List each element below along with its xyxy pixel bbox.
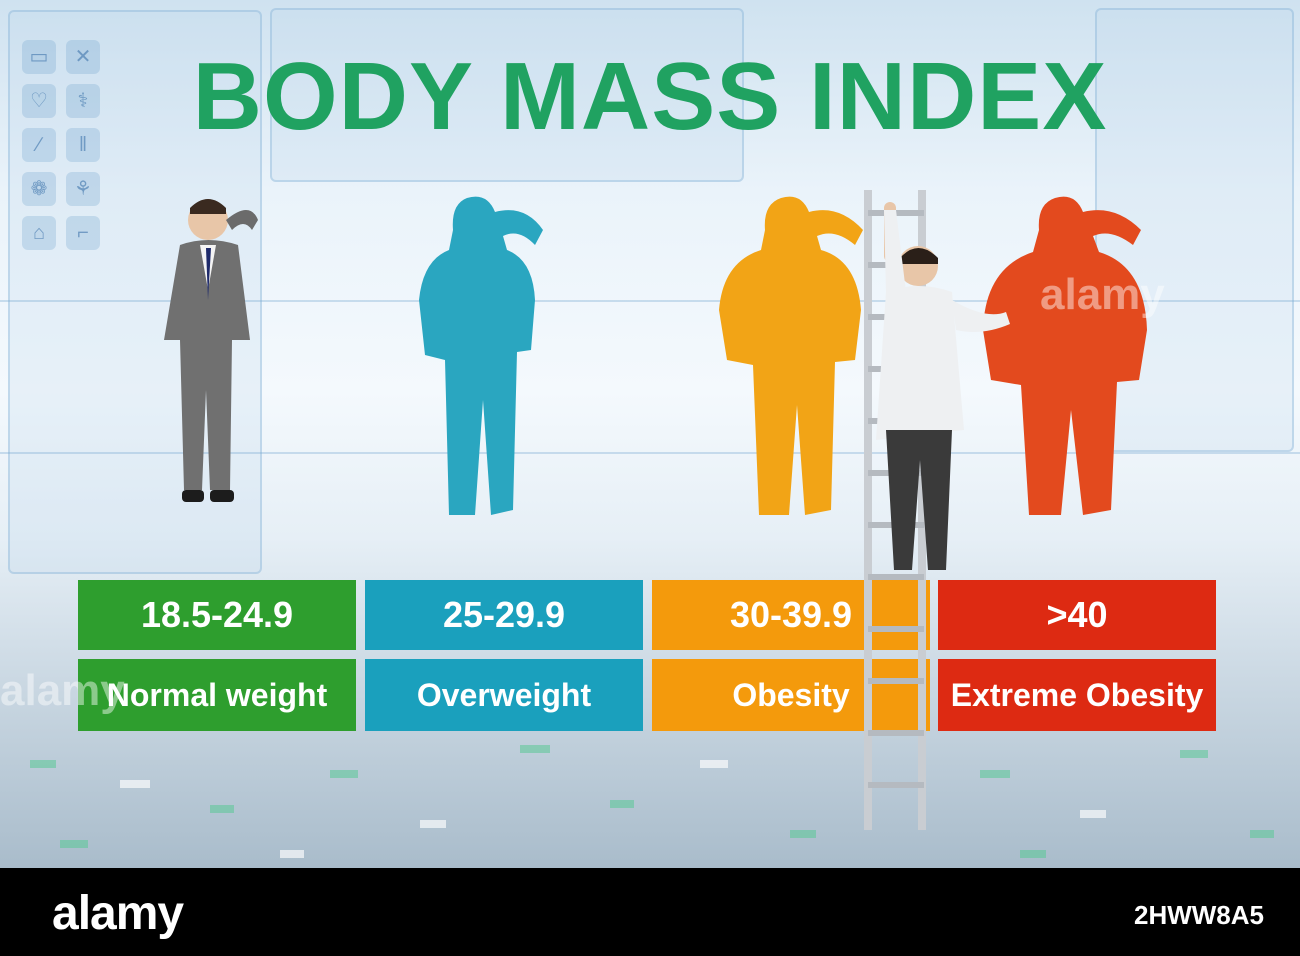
lungs-icon: ⚘ [66,172,100,206]
monitor-icon: ▭ [22,40,56,74]
floor-tile [420,820,446,828]
label-cell-normal: Normal weight [78,659,356,731]
floor-tile [1180,750,1208,758]
ladder-rung [868,626,924,632]
floor-tile [120,780,150,788]
range-cell-overweight: 25-29.9 [365,580,643,650]
overweight-silhouette [419,196,543,515]
floor-tile [210,805,234,813]
watermark-text: alamy [1040,270,1165,319]
range-cell-normal: 18.5-24.9 [78,580,356,650]
medical-icon-grid: ▭ ✕ ♡ ⚕ ∕ ǁ ❁ ⚘ ⌂ ⌐ [22,40,102,250]
ladder-rung [868,678,924,684]
brain-icon: ❁ [22,172,56,206]
hud-line [0,300,1300,302]
businessman-figure [164,199,258,502]
floor-tile [30,760,56,768]
range-cell-obesity: 30-39.9 [652,580,930,650]
label-cell-obesity: Obesity [652,659,930,731]
image-id: 2HWW8A5 [1133,900,1264,930]
floor-tile [610,800,634,808]
floor-tile [1020,850,1046,858]
scalpel-icon: ∕ [22,128,56,162]
floor-tile [330,770,358,778]
range-cell-extreme: >40 [938,580,1216,650]
floor-tile [1080,810,1106,818]
floor-tile [700,760,728,768]
floor-tile [790,830,816,838]
ladder-rung [868,574,924,580]
hud-line [0,452,1300,454]
tooth-icon: ⌂ [22,216,56,250]
ladder-rung [868,782,924,788]
extreme-obesity-silhouette [983,196,1147,515]
hud-panel-center [270,8,744,182]
foot-icon: ⌐ [66,216,100,250]
ladder-rung [868,730,924,736]
obesity-silhouette [719,196,863,515]
floor-tile [980,770,1010,778]
watermark-text: alamy [0,666,125,715]
stock-footer [0,868,1300,956]
floor-tile [280,850,304,858]
label-cell-overweight: Overweight [365,659,643,731]
page-title: BODY MASS INDEX [192,43,1108,150]
doctor-figure [876,202,1010,570]
label-cell-extreme: Extreme Obesity [938,659,1216,731]
tools-icon: ✕ [66,40,100,74]
floor-tile [1250,830,1274,838]
caduceus-icon: ⚕ [66,84,100,118]
alamy-logo: alamy [52,887,184,940]
heart-icon: ♡ [22,84,56,118]
bmi-illustration: ▭ ✕ ♡ ⚕ ∕ ǁ ❁ ⚘ ⌂ ⌐ BODY MASS INDEX [0,0,1300,868]
floor-tile [520,745,550,753]
tweezers-icon: ǁ [66,128,100,162]
floor-tile [60,840,88,848]
